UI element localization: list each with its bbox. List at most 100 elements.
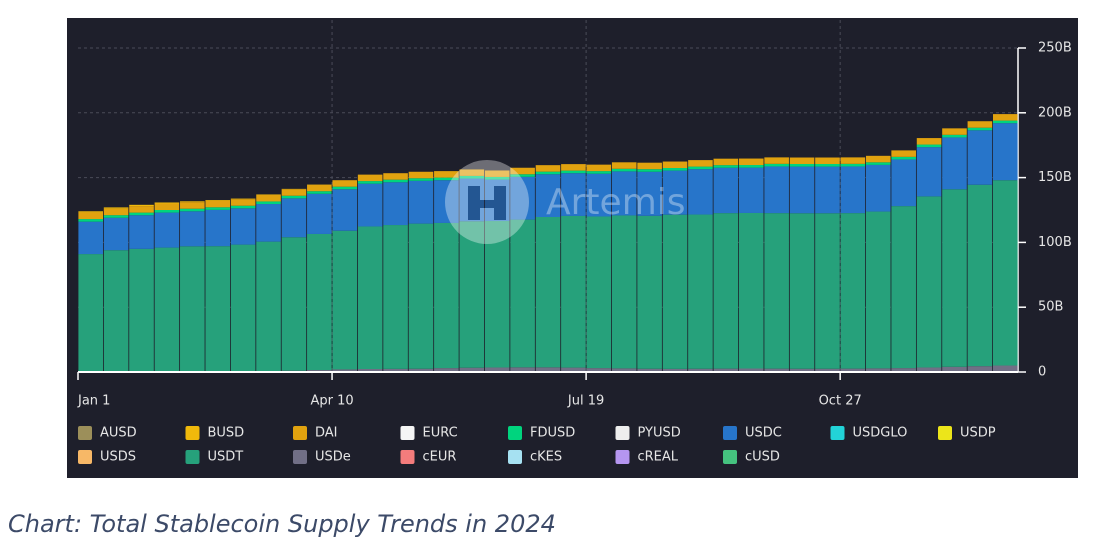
bar-segment [662,168,688,171]
bar-segment [307,193,332,234]
bar-segment [764,166,789,214]
bar-segment [840,213,866,369]
bar-segment [662,214,688,369]
bar-segment [408,171,434,179]
bar-segment [561,164,586,171]
plot: 0 50B 100B 150B 200B 250B Jan 1 Apr 10 Jul 19 Oct… [77,20,1072,465]
bar-segment [180,201,205,203]
bar-segment [942,134,967,138]
bar-segment [586,216,612,369]
bar-segment [78,221,104,255]
bar-segment [662,170,688,215]
bar-segment [383,225,408,369]
bar-segment [611,171,637,216]
legend-label: FDUSD [530,426,575,441]
legend-label: EURC [423,426,458,441]
bar-segment [154,247,180,372]
bar-segment [561,170,586,174]
bar-segment [535,171,561,175]
bar-segment [281,237,307,371]
bar-segment [891,150,916,157]
bar-segment [815,368,840,372]
bar-segment [434,177,459,181]
bar-segment [332,180,358,187]
bar-segment [916,367,942,372]
bar-segment [408,178,434,181]
bar-segment [815,157,840,164]
legend-swatch [400,450,415,464]
bar-segment [332,186,358,190]
watermark: Artemis [546,182,686,223]
bar-segment [764,163,789,167]
bar-segment [256,204,281,242]
y-tick-label: 50B [1038,300,1063,315]
bar-segment [434,368,459,372]
bar-segment [967,127,993,131]
bar-segment [332,189,358,231]
bar-segment [688,368,713,372]
legend-label: USDS [100,450,136,465]
bar-segment [256,201,281,205]
bar-segment [459,178,485,222]
bar-segment [637,162,662,170]
bar-segment [713,165,739,168]
legend-swatch [615,426,630,440]
bar-segment [738,167,764,213]
bar-segment [865,368,891,372]
bar-segment [180,202,205,209]
bar-segment [154,203,180,210]
bar-segment [256,241,281,372]
legend-swatch [938,426,952,440]
bar-segment [510,176,535,220]
bar-segment [967,130,993,185]
legend-swatch [293,450,307,464]
bar-segment [103,215,129,218]
bar-segment [942,366,967,372]
bar-segment [662,161,688,169]
bar-segment [764,157,789,164]
bar-segment [891,206,916,369]
bar-segment [789,163,815,167]
bar-segment [180,208,205,212]
legend-label: cREAL [638,450,679,465]
bar-segment [78,211,104,213]
bar-segment [383,173,408,180]
bar-segment [586,171,612,174]
bar-segment [459,169,485,176]
legend-label: cUSD [745,450,780,465]
legend-swatch [185,450,200,464]
legend-swatch [508,450,522,464]
bar-segment [434,180,459,223]
bar-segment [180,211,205,247]
y-tick-label: 250B [1038,41,1072,56]
bar-segment [510,167,535,175]
bar-segment [637,169,662,172]
bar-segment [942,128,967,135]
bar-segment [434,171,459,178]
bar-segment [865,164,891,212]
bar-segment [230,244,256,372]
bar-segment [78,219,104,222]
bar-segment [815,166,840,214]
bar-segment [383,368,408,372]
bar-segment [815,163,840,167]
bar-segment [484,221,510,368]
bar-segment [307,184,332,192]
bar-segment [738,165,764,168]
bar-segment [713,213,739,369]
bar-segment [205,200,231,201]
bar-segment [484,170,510,177]
bar-segment [535,165,561,172]
bar-segment [357,226,383,370]
x-tick-label: Apr 10 [310,394,353,409]
bar-segment [688,160,713,167]
legend-swatch [78,426,92,440]
bar-segment [154,210,180,213]
bar-segment [611,368,637,372]
bar-segment [510,367,535,372]
bar-segment [459,367,485,372]
legend-swatch [185,426,200,440]
bar-segment [78,254,104,372]
bar-segment [967,184,993,367]
bar-segment [205,207,231,210]
